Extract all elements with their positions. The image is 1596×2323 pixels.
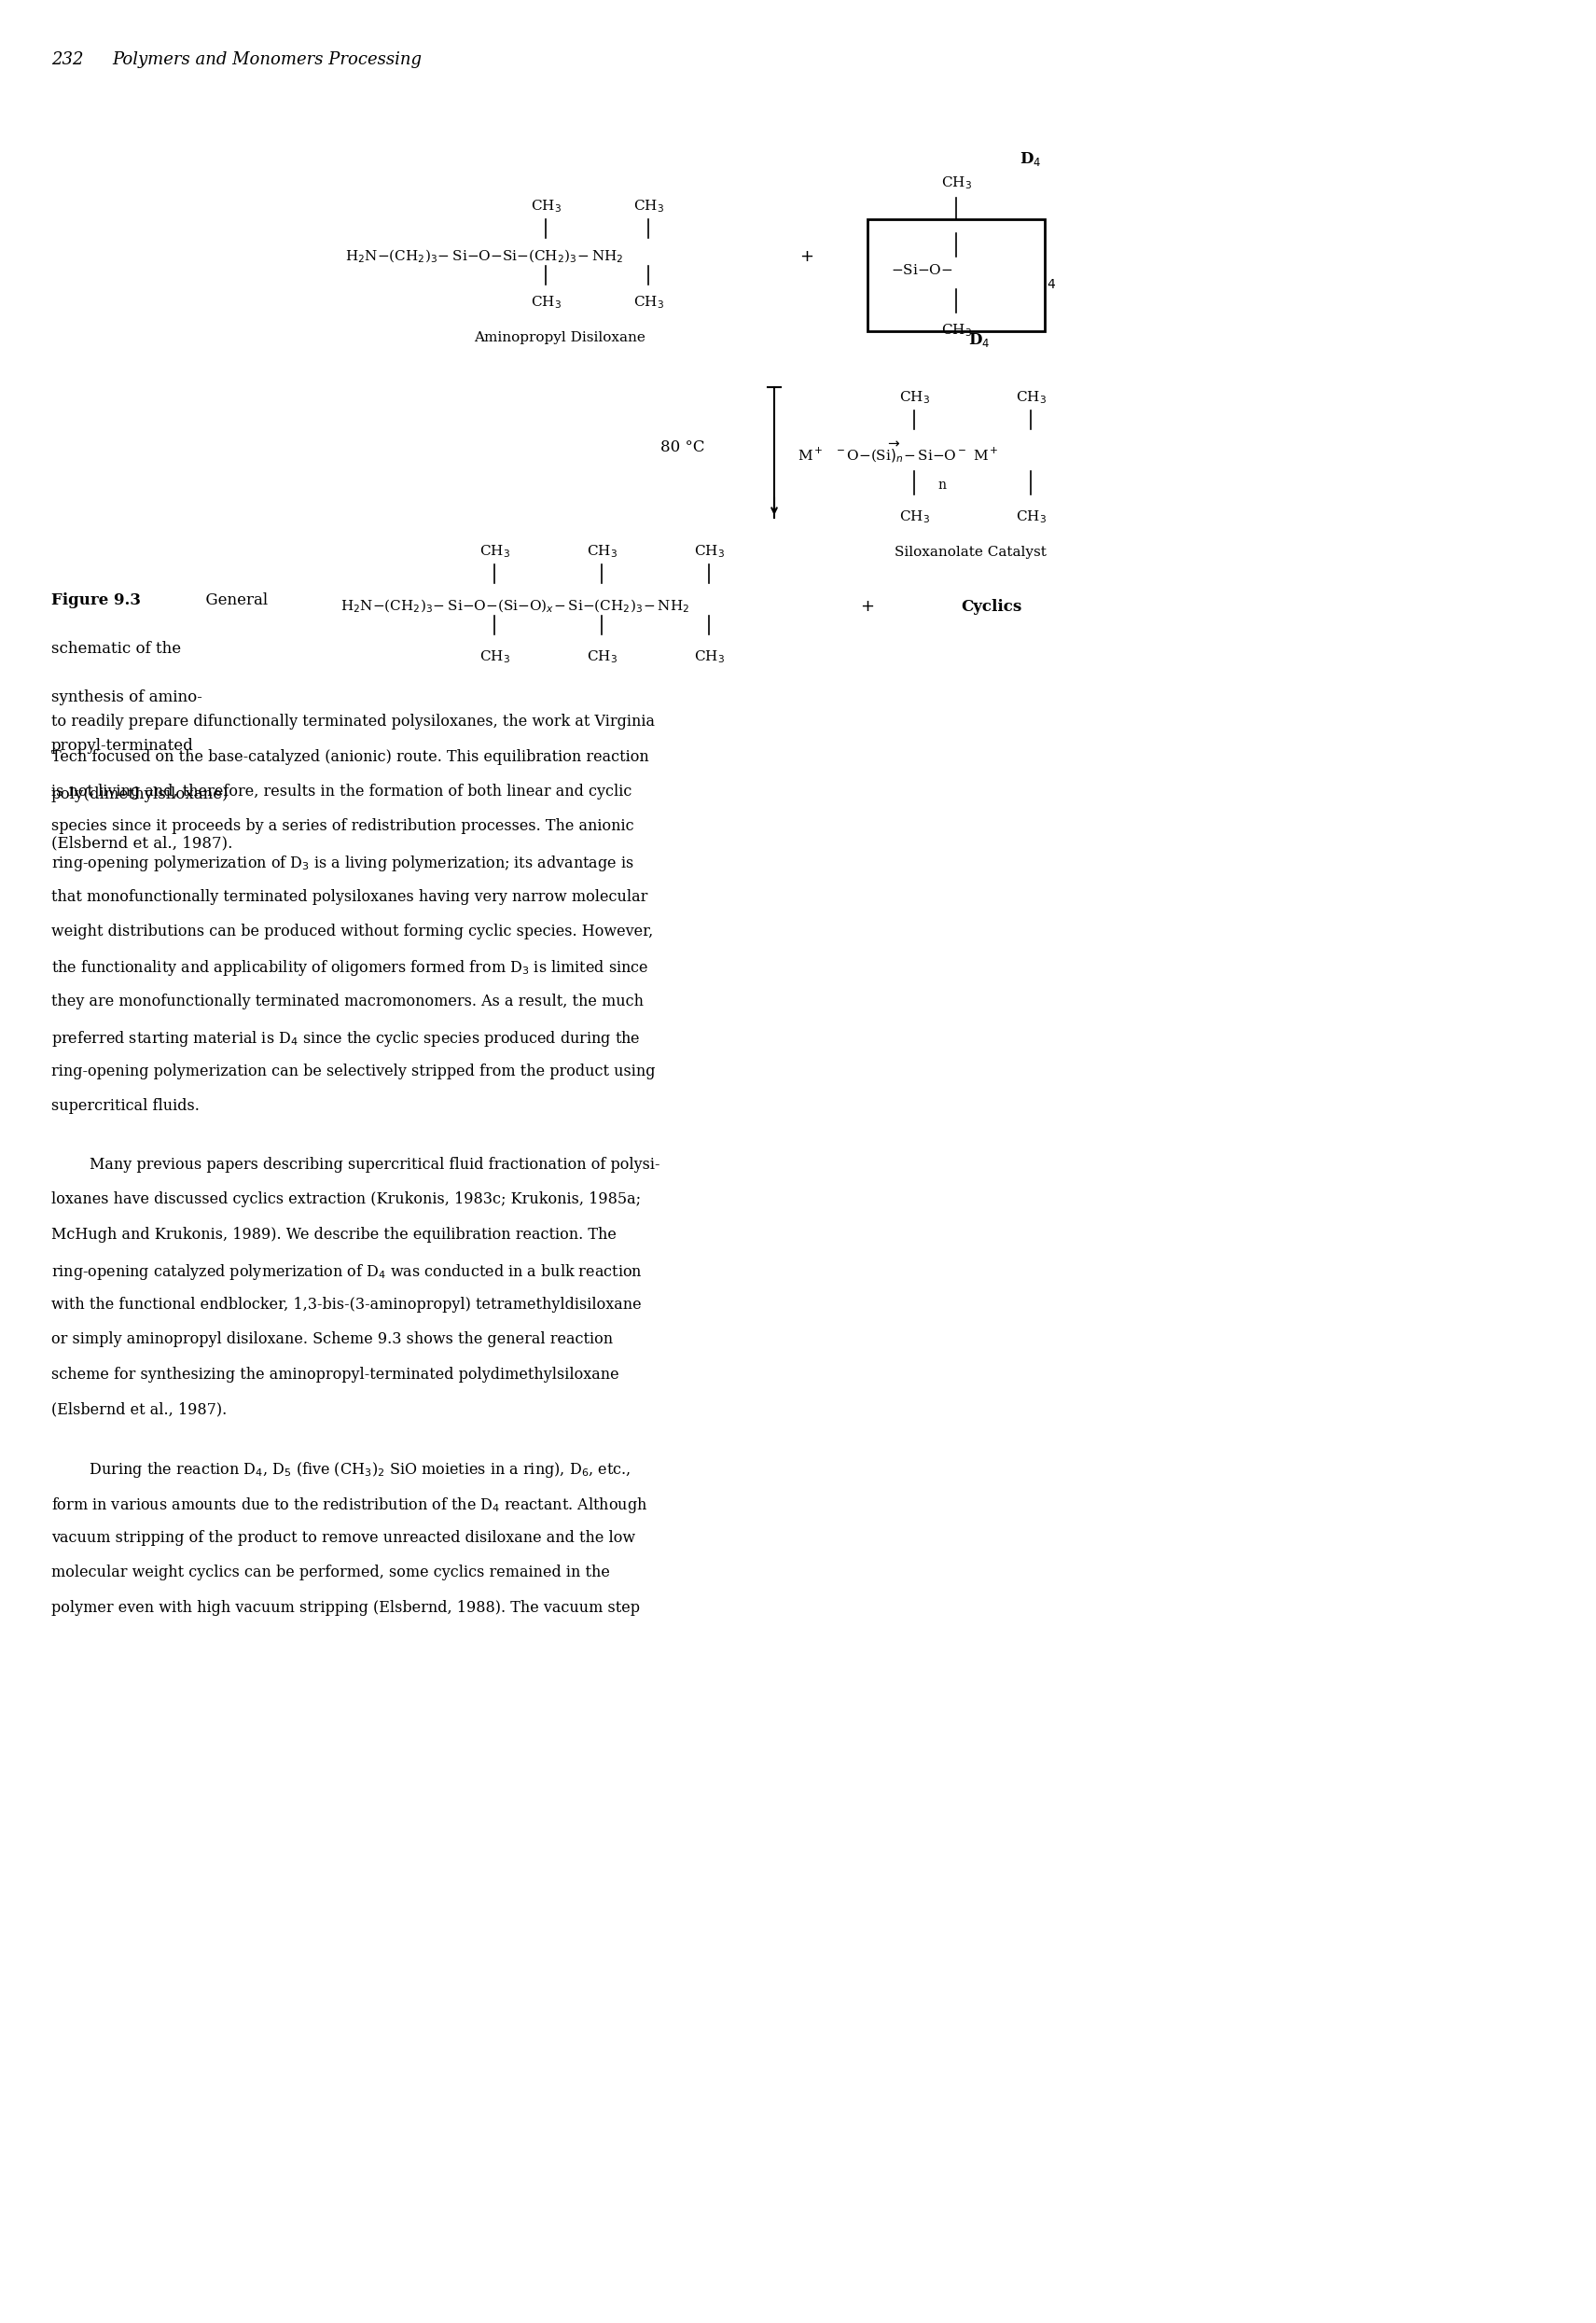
Text: CH$_3$: CH$_3$	[899, 509, 929, 525]
Text: polymer even with high vacuum stripping (Elsbernd, 1988). The vacuum step: polymer even with high vacuum stripping …	[51, 1601, 640, 1617]
Text: CH$_3$: CH$_3$	[1015, 390, 1045, 407]
Text: loxanes have discussed cyclics extraction (Krukonis, 1983c; Krukonis, 1985a;: loxanes have discussed cyclics extractio…	[51, 1192, 642, 1208]
Text: CH$_3$: CH$_3$	[634, 295, 664, 311]
Text: Cyclics: Cyclics	[961, 599, 1021, 613]
Text: form in various amounts due to the redistribution of the D$_4$ reactant. Althoug: form in various amounts due to the redis…	[51, 1496, 648, 1515]
Text: $+$: $+$	[800, 249, 814, 265]
Text: vacuum stripping of the product to remove unreacted disiloxane and the low: vacuum stripping of the product to remov…	[51, 1531, 635, 1545]
FancyBboxPatch shape	[868, 218, 1045, 332]
Text: 232: 232	[51, 51, 83, 67]
Text: CH$_3$: CH$_3$	[634, 197, 664, 214]
Text: M$^+$  $^-$O$-$(Si$\overrightarrow{)}$$_n\!-$Si$-$O$^-$ M$^+$: M$^+$ $^-$O$-$(Si$\overrightarrow{)}$$_n…	[798, 439, 999, 465]
Text: ring-opening catalyzed polymerization of D$_4$ was conducted in a bulk reaction: ring-opening catalyzed polymerization of…	[51, 1261, 643, 1282]
Text: H$_2$N$-$(CH$_2$)$_3\!-$Si$-$O$-$(Si$-$O)$_x\!-$Si$-$(CH$_2$)$_3\!-$NH$_2$: H$_2$N$-$(CH$_2$)$_3\!-$Si$-$O$-$(Si$-$O…	[340, 597, 689, 616]
Text: Tech focused on the base-catalyzed (anionic) route. This equilibration reaction: Tech focused on the base-catalyzed (anio…	[51, 748, 650, 764]
Text: that monofunctionally terminated polysiloxanes having very narrow molecular: that monofunctionally terminated polysil…	[51, 890, 648, 904]
Text: or simply aminopropyl disiloxane. Scheme 9.3 shows the general reaction: or simply aminopropyl disiloxane. Scheme…	[51, 1331, 613, 1347]
Text: CH$_3$: CH$_3$	[1015, 509, 1045, 525]
Text: Figure 9.3: Figure 9.3	[51, 592, 140, 609]
Text: synthesis of amino-: synthesis of amino-	[51, 690, 203, 706]
Text: molecular weight cyclics can be performed, some cyclics remained in the: molecular weight cyclics can be performe…	[51, 1566, 610, 1582]
Text: n: n	[937, 479, 946, 492]
Text: CH$_3$: CH$_3$	[586, 648, 618, 664]
Text: CH$_3$: CH$_3$	[694, 544, 725, 560]
Text: General: General	[196, 592, 268, 609]
Text: Polymers and Monomers Processing: Polymers and Monomers Processing	[112, 51, 421, 67]
Text: Siloxanolate Catalyst: Siloxanolate Catalyst	[894, 546, 1045, 560]
Text: (Elsbernd et al., 1987).: (Elsbernd et al., 1987).	[51, 834, 233, 850]
Text: ring-opening polymerization of D$_3$ is a living polymerization; its advantage i: ring-opening polymerization of D$_3$ is …	[51, 853, 634, 873]
Text: H$_2$N$-$(CH$_2$)$_3\!-$Si$-$O$-$Si$-$(CH$_2$)$_3\!-$NH$_2$: H$_2$N$-$(CH$_2$)$_3\!-$Si$-$O$-$Si$-$(C…	[345, 249, 624, 265]
Text: McHugh and Krukonis, 1989). We describe the equilibration reaction. The: McHugh and Krukonis, 1989). We describe …	[51, 1227, 616, 1243]
Text: to readily prepare difunctionally terminated polysiloxanes, the work at Virginia: to readily prepare difunctionally termin…	[51, 713, 654, 729]
Text: $+$: $+$	[860, 597, 875, 616]
Text: schematic of the: schematic of the	[51, 641, 180, 657]
Text: supercritical fluids.: supercritical fluids.	[51, 1099, 200, 1115]
Text: the functionality and applicability of oligomers formed from D$_3$ is limited si: the functionality and applicability of o…	[51, 959, 648, 978]
Text: CH$_3$: CH$_3$	[899, 390, 929, 407]
Text: 80 °C: 80 °C	[661, 439, 704, 455]
Text: $4$: $4$	[1047, 279, 1057, 290]
Text: CH$_3$: CH$_3$	[694, 648, 725, 664]
Text: CH$_3$: CH$_3$	[530, 197, 562, 214]
Text: D$_4$: D$_4$	[969, 332, 990, 348]
Text: $-$Si$-$O$-$: $-$Si$-$O$-$	[891, 262, 953, 276]
Text: During the reaction D$_4$, D$_5$ (five (CH$_3$)$_2$ SiO moieties in a ring), D$_: During the reaction D$_4$, D$_5$ (five (…	[51, 1461, 630, 1480]
Text: CH$_3$: CH$_3$	[479, 544, 509, 560]
Text: ring-opening polymerization can be selectively stripped from the product using: ring-opening polymerization can be selec…	[51, 1064, 656, 1080]
Text: propyl-terminated: propyl-terminated	[51, 739, 193, 753]
Text: CH$_3$: CH$_3$	[940, 174, 972, 190]
Text: is not living and, therefore, results in the formation of both linear and cyclic: is not living and, therefore, results in…	[51, 783, 632, 799]
Text: Many previous papers describing supercritical fluid fractionation of polysi-: Many previous papers describing supercri…	[51, 1157, 661, 1173]
Text: D$_4$: D$_4$	[1020, 151, 1042, 167]
Text: (Elsbernd et al., 1987).: (Elsbernd et al., 1987).	[51, 1401, 227, 1417]
Text: CH$_3$: CH$_3$	[530, 295, 562, 311]
Text: weight distributions can be produced without forming cyclic species. However,: weight distributions can be produced wit…	[51, 925, 653, 938]
Text: CH$_3$: CH$_3$	[586, 544, 618, 560]
Text: species since it proceeds by a series of redistribution processes. The anionic: species since it proceeds by a series of…	[51, 818, 634, 834]
Text: they are monofunctionally terminated macromonomers. As a result, the much: they are monofunctionally terminated mac…	[51, 994, 643, 1011]
Text: Aminopropyl Disiloxane: Aminopropyl Disiloxane	[474, 332, 645, 344]
Text: preferred starting material is D$_4$ since the cyclic species produced during th: preferred starting material is D$_4$ sin…	[51, 1029, 640, 1048]
Text: scheme for synthesizing the aminopropyl-terminated polydimethylsiloxane: scheme for synthesizing the aminopropyl-…	[51, 1366, 619, 1382]
Text: CH$_3$: CH$_3$	[940, 323, 972, 339]
Text: poly(dimethylsiloxane): poly(dimethylsiloxane)	[51, 787, 230, 801]
Text: with the functional endblocker, 1,3-bis-(3-aminopropyl) tetramethyldisiloxane: with the functional endblocker, 1,3-bis-…	[51, 1296, 642, 1312]
Text: CH$_3$: CH$_3$	[479, 648, 509, 664]
